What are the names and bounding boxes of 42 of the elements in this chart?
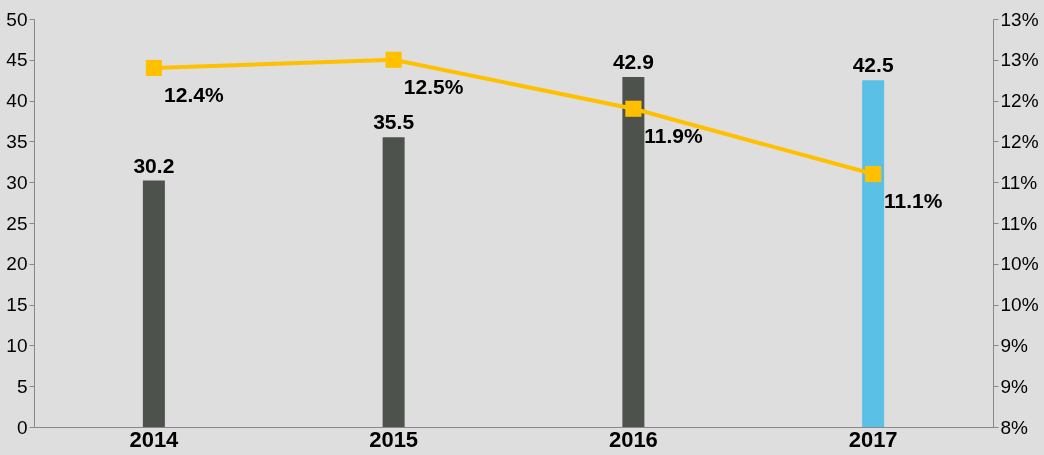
data-label: 11.1% (883, 189, 943, 213)
data-label: 12.5% (403, 74, 464, 98)
bar (622, 76, 645, 427)
y2-tick-label: 13% (1000, 49, 1039, 71)
y-tick-label: 20 (6, 253, 28, 275)
x-tick-label: 2017 (848, 426, 898, 452)
y-tick-label: 5 (16, 375, 28, 397)
bar (382, 137, 405, 427)
x-tick-label: 2015 (369, 426, 419, 452)
point (625, 100, 642, 117)
y-tick-label: 25 (6, 212, 28, 234)
data-label: 12.4% (164, 82, 224, 106)
y2-tick-label: 10% (1000, 253, 1039, 275)
y2-tick-label: 10% (1000, 294, 1039, 316)
y-tick-label: 40 (6, 90, 28, 112)
bar (862, 80, 885, 427)
y2-tick-label: 9% (1000, 375, 1029, 397)
data-label: 42.5 (852, 53, 894, 77)
y-tick-label: 15 (6, 294, 28, 316)
y-tick-label: 30 (6, 171, 28, 193)
point (865, 165, 882, 183)
y2-tick-label: 8% (1000, 416, 1029, 438)
y-tick-label: 35 (6, 130, 28, 152)
x-tick-label: 2016 (608, 426, 658, 452)
x-tick-label: 2014 (129, 426, 180, 452)
data-label: 11.9% (644, 123, 703, 147)
y-tick-label: 50 (6, 8, 28, 30)
data-label: 42.9 (612, 49, 654, 73)
bar (142, 180, 165, 427)
data-label: 35.5 (373, 110, 415, 134)
y2-tick-label: 12% (1000, 90, 1039, 112)
y2-tick-label: 12% (1000, 130, 1039, 152)
y-tick-label: 45 (6, 49, 28, 71)
point (145, 59, 162, 77)
data-label: 30.2 (133, 153, 175, 177)
y2-tick-label: 9% (1000, 334, 1029, 356)
y2-tick-label: 13% (1000, 8, 1039, 30)
y2-tick-label: 11% (1000, 171, 1038, 193)
y-tick-label: 0 (16, 416, 28, 438)
y2-tick-label: 11% (1000, 212, 1038, 234)
y-tick-label: 10 (6, 334, 28, 356)
point (385, 51, 402, 68)
